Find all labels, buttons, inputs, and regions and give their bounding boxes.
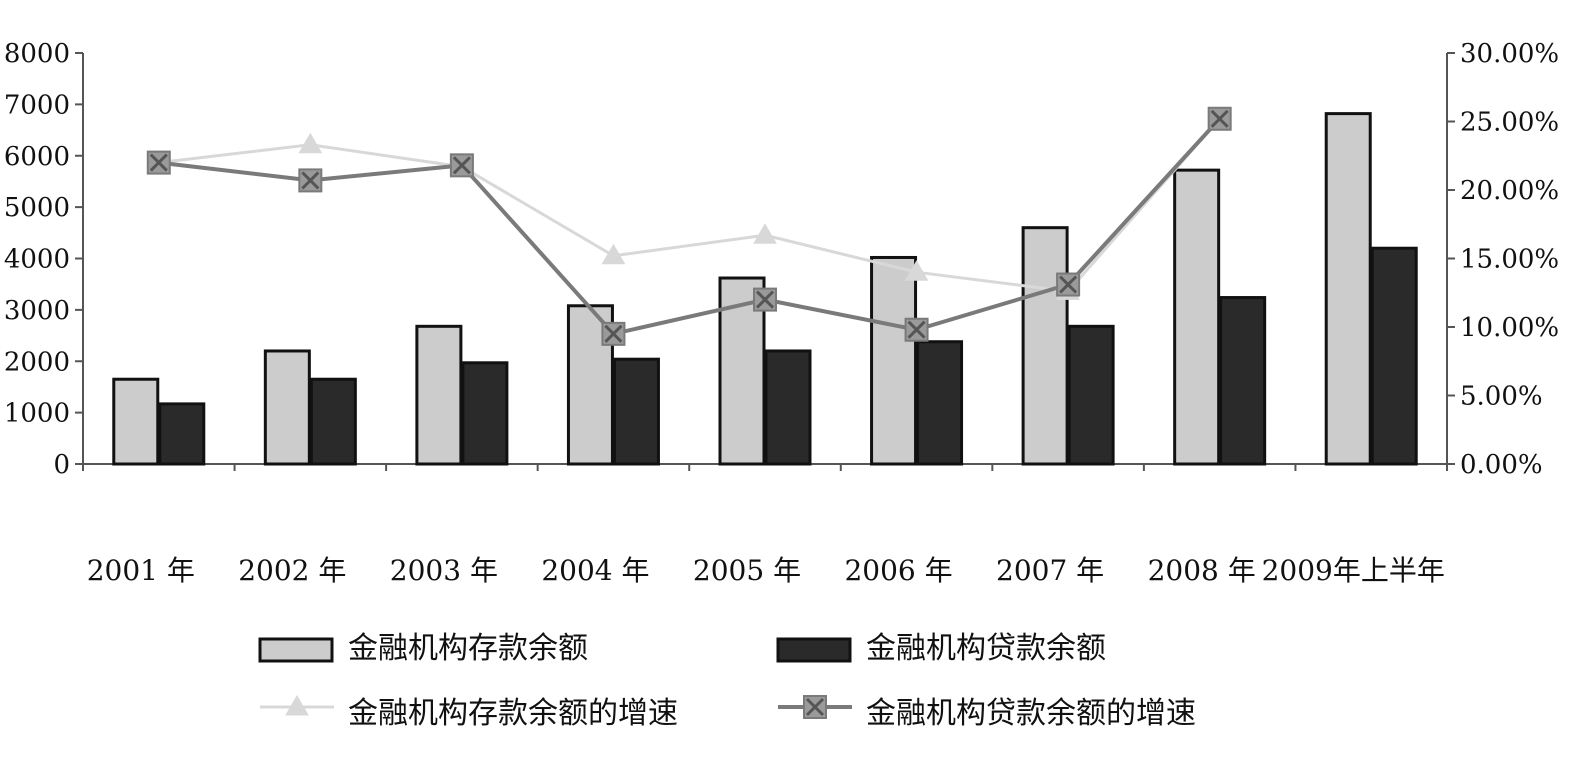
left-tick-label: 5000 [4,193,70,223]
loan-bar [1219,296,1267,466]
left-tick-label: 3000 [4,296,70,326]
loan-growth-point [146,150,171,175]
left-tick-label: 2000 [4,347,70,377]
deposit-bar [1324,112,1372,466]
right-tick-label: 10.00% [1460,313,1559,343]
category-label: 2002 年 [238,554,346,587]
deposit-bar [1021,226,1069,466]
loan-bar [764,349,812,466]
marker-cross [604,324,623,343]
marker-cross [452,156,471,175]
loan-growth-point [449,153,474,178]
deposit-bar [112,377,160,466]
left-tick-label: 6000 [4,142,70,172]
left-tick-label: 0 [53,450,70,480]
deposit-bar [415,324,463,466]
marker-cross [1059,275,1078,294]
loan-growth-point [753,287,777,312]
loan-growth-line [158,117,1222,337]
loan-bar [309,377,357,466]
legend-label: 金融机构贷款余额 [866,631,1106,666]
legend-label: 金融机构存款余额 [348,631,588,666]
left-tick-label: 7000 [4,90,70,120]
left-tick-label: 8000 [4,39,70,69]
legend-label: 金融机构存款余额的增速 [348,696,678,731]
legend-deposit: 金融机构存款余额 [258,631,588,666]
marker-cross [301,171,320,190]
tick-labels: 0 1000 2000 3000 4000 5000 6000 7000 8000 0.00% 5.… [4,39,1559,480]
category-label: 2004 年 [541,554,649,587]
deposit-growth-point [298,132,323,154]
marker-cross [907,320,926,339]
category-label: 2001 年 [87,554,195,587]
left-tick-label: 1000 [4,399,70,429]
loan-growth-point [1056,272,1081,297]
deposit-growth-line [158,117,1221,293]
marker-cross [149,153,168,172]
deposit-bar [263,349,311,466]
right-tick-label: 5.00% [1460,382,1543,412]
right-tick-label: 15.00% [1460,245,1559,275]
deposit-growth-point [904,260,929,281]
loan-growth-point [904,317,929,342]
left-tick-label: 4000 [4,245,70,275]
loan-growth-point [601,321,626,346]
legend-swatch [258,637,334,663]
deposit-growth-point [601,243,626,265]
category-label: 2007 年 [996,554,1104,587]
legend-loan-growth: 金融机构贷款余额的增速 [778,695,1196,731]
loan-bar [461,361,509,466]
legend-loan: 金融机构贷款余额 [776,631,1106,666]
legend-deposit-growth: 金融机构存款余额的增速 [260,695,678,731]
legend-swatch [776,637,852,663]
right-tick-label: 25.00% [1460,108,1559,138]
marker-cross [1210,109,1229,128]
category-label: 2003 年 [390,554,498,587]
right-tick-label: 0.00% [1460,450,1543,480]
loan-bar [1067,324,1115,466]
lines [146,106,1232,346]
right-tick-label: 30.00% [1460,39,1559,69]
right-tick-label: 20.00% [1460,176,1559,206]
loan-bar [612,357,660,466]
category-label: 2005 年 [693,554,801,587]
deposit-bar [1173,168,1221,466]
deposit-bar [870,255,918,466]
marker-cross [805,697,825,717]
marker-cross [755,290,775,309]
category-label: 2009年上半年 [1262,554,1445,587]
loan-growth-point [1207,106,1232,131]
deposit-growth-point [753,223,777,244]
deposit-growth-point [285,695,309,716]
loan-bar [916,340,964,466]
loan-growth-point [298,168,323,193]
bars [112,112,1418,466]
legend-label: 金融机构贷款余额的增速 [866,696,1196,731]
category-label: 2008 年 [1148,554,1256,587]
category-label: 2006 年 [844,554,952,587]
loan-growth-point [803,695,827,719]
category-labels: 2001 年 2002 年 2003 年 2004 年 2005 年 2006 年 2007… [87,554,1445,587]
loan-bar [158,402,206,466]
loan-bar [1370,246,1418,466]
